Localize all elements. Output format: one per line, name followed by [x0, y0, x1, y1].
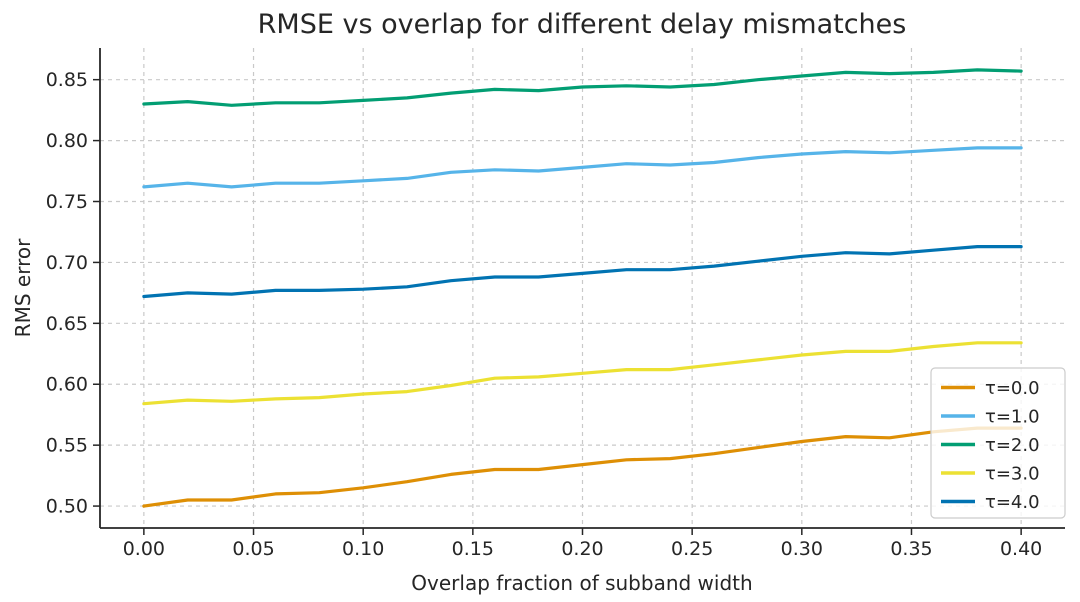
x-axis-label: Overlap fraction of subband width [411, 571, 752, 595]
y-axis-label: RMS error [11, 238, 35, 337]
x-tick-label-0.40: 0.40 [1000, 538, 1042, 560]
y-tick-label-0.70: 0.70 [46, 252, 88, 274]
series-line-tau-3.0 [142, 341, 1023, 406]
y-tick-label-0.75: 0.75 [46, 191, 88, 213]
series-line-tau-4.0 [142, 245, 1023, 299]
legend-entry-tau-2.0: τ=2.0 [941, 435, 1040, 456]
legend-entry-tau-3.0: τ=3.0 [941, 464, 1040, 485]
series-line-tau-0.0 [142, 426, 1023, 508]
x-tick-label-0.35: 0.35 [890, 538, 932, 560]
legend-label-tau-0.0: τ=0.0 [985, 378, 1040, 399]
y-tick-label-0.60: 0.60 [46, 374, 88, 396]
y-tick-label-0.50: 0.50 [46, 496, 88, 518]
axes: 0.00 0.05 0.10 0.15 0.20 0.25 0.30 0.35 0.40 0.50… [46, 48, 1065, 560]
x-tick-label-0.15: 0.15 [452, 538, 494, 560]
x-tick-label-0.05: 0.05 [232, 538, 274, 560]
chart-title: RMSE vs overlap for different delay mism… [258, 9, 907, 40]
x-tick-label-0.25: 0.25 [671, 538, 713, 560]
x-tick-label-0.00: 0.00 [123, 538, 165, 560]
y-tick-label-0.65: 0.65 [46, 313, 88, 335]
legend-label-tau-3.0: τ=3.0 [985, 464, 1040, 485]
legend-label-tau-4.0: τ=4.0 [985, 492, 1040, 513]
legend-box [930, 367, 1066, 519]
legend-entry-tau-0.0: τ=0.0 [941, 378, 1040, 399]
legend-entry-tau-1.0: τ=1.0 [941, 407, 1040, 428]
y-tick-label-0.55: 0.55 [46, 435, 88, 457]
legend-label-tau-1.0: τ=1.0 [985, 407, 1040, 428]
x-tick-label-0.10: 0.10 [342, 538, 384, 560]
grid [100, 48, 1065, 528]
legend: τ=0.0 τ=1.0 τ=2.0 τ=3.0 τ=4.0 [930, 367, 1066, 519]
legend-entry-tau-4.0: τ=4.0 [941, 492, 1040, 513]
legend-label-tau-2.0: τ=2.0 [985, 435, 1040, 456]
x-tick-label-0.20: 0.20 [561, 538, 603, 560]
series-lines [142, 68, 1023, 508]
y-tick-label-0.80: 0.80 [46, 130, 88, 152]
series-line-tau-2.0 [142, 68, 1023, 107]
y-tick-label-0.85: 0.85 [46, 69, 88, 91]
series-line-tau-1.0 [142, 146, 1023, 189]
x-tick-label-0.30: 0.30 [781, 538, 823, 560]
